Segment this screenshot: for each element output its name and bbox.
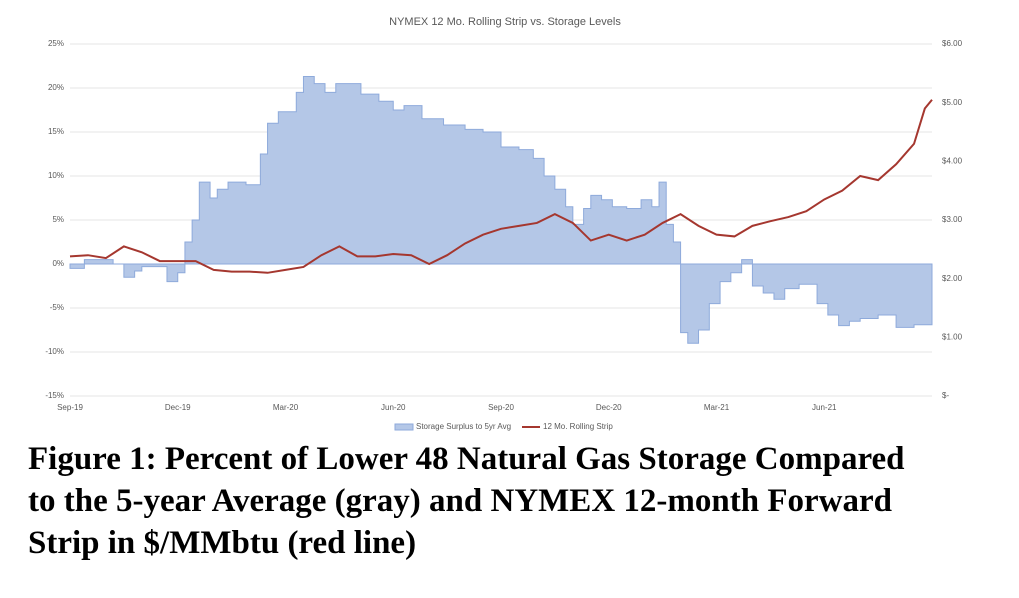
x-tick-label: Sep-19 xyxy=(57,403,83,412)
y2-tick-label: $4.00 xyxy=(942,156,963,165)
y-tick-label: 20% xyxy=(48,83,64,92)
y-tick-label: 15% xyxy=(48,127,64,136)
chart-title: NYMEX 12 Mo. Rolling Strip vs. Storage L… xyxy=(389,16,621,28)
y-tick-label: -15% xyxy=(45,391,64,400)
x-tick-label: Dec-20 xyxy=(596,403,622,412)
y-tick-label: -5% xyxy=(50,303,64,312)
y2-tick-label: $6.00 xyxy=(942,39,963,48)
y2-tick-label: $5.00 xyxy=(942,98,963,107)
legend-label: Storage Surplus to 5yr Avg xyxy=(416,422,511,431)
y2-tick-label: $- xyxy=(942,391,949,400)
y-tick-label: 10% xyxy=(48,171,64,180)
y-tick-label: -10% xyxy=(45,347,64,356)
legend-label: 12 Mo. Rolling Strip xyxy=(543,422,613,431)
figure-caption: Figure 1: Percent of Lower 48 Natural Ga… xyxy=(28,441,905,561)
x-tick-label: Sep-20 xyxy=(488,403,514,412)
y2-tick-label: $2.00 xyxy=(942,274,963,283)
y-tick-label: 0% xyxy=(52,259,64,268)
x-tick-label: Dec-19 xyxy=(165,403,191,412)
y2-tick-label: $1.00 xyxy=(942,332,963,341)
chart: NYMEX 12 Mo. Rolling Strip vs. Storage L… xyxy=(45,16,963,431)
y2-tick-label: $3.00 xyxy=(942,215,963,224)
legend-swatch xyxy=(394,423,414,431)
storage-area xyxy=(69,76,933,344)
x-tick-label: Mar-21 xyxy=(704,403,730,412)
y-tick-label: 25% xyxy=(48,39,64,48)
y-tick-label: 5% xyxy=(52,215,64,224)
strip-line xyxy=(69,99,933,274)
x-tick-label: Jun-21 xyxy=(812,403,837,412)
x-tick-label: Mar-20 xyxy=(273,403,299,412)
x-tick-label: Jun-20 xyxy=(381,403,406,412)
